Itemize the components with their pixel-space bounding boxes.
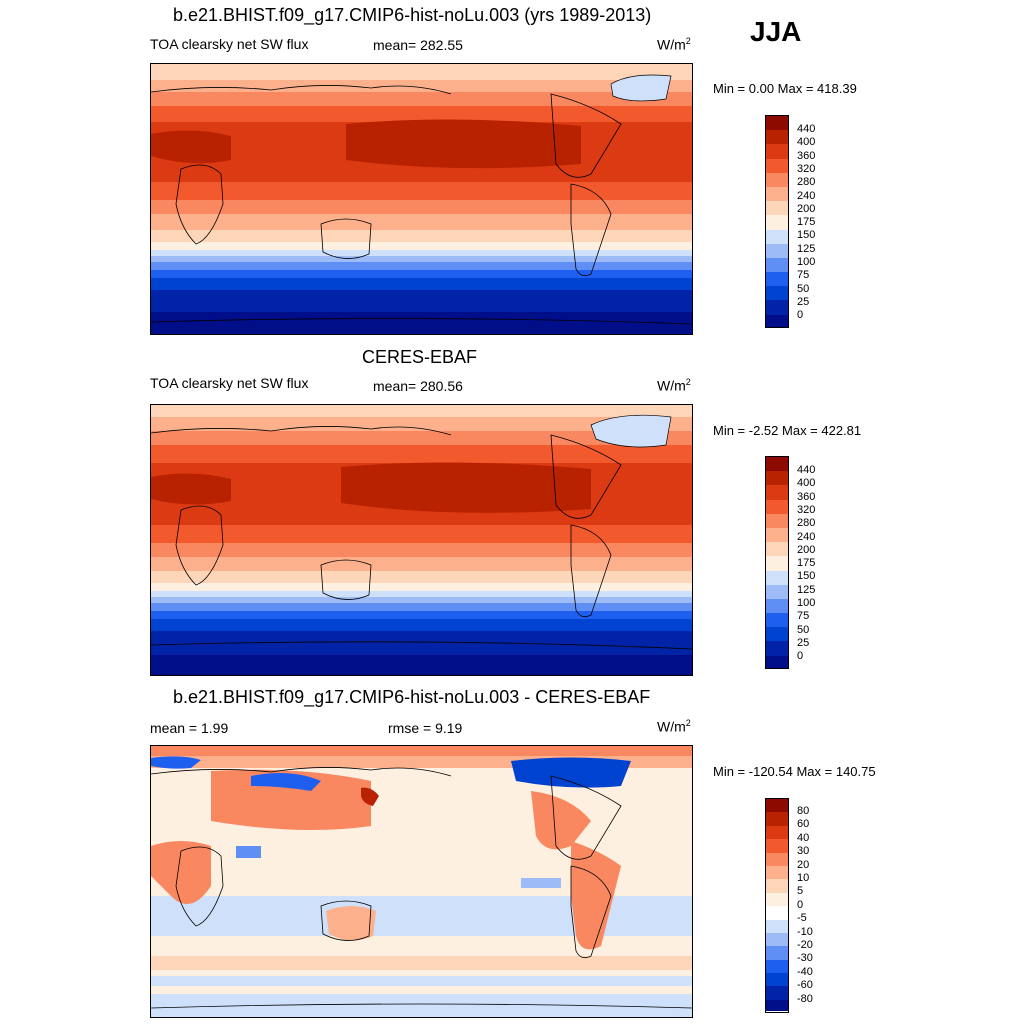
panel1-variable-label: TOA clearsky net SW flux — [150, 36, 309, 52]
panel3-tick: 10 — [797, 872, 810, 884]
panel3-tick: -40 — [797, 965, 813, 978]
panel2-tick: 125 — [797, 583, 816, 596]
panel2-units: W/m2 — [657, 377, 691, 394]
panel3-tick: -60 — [797, 979, 813, 992]
panel3-tick: -30 — [797, 952, 813, 965]
panel2-tick: 75 — [797, 610, 810, 623]
panel1-mean-label: mean= 282.55 — [373, 37, 463, 53]
panel2-tick: 440 — [797, 464, 816, 476]
panel1-tick: 200 — [797, 202, 816, 215]
panel1-tick: 320 — [797, 162, 816, 175]
panel1-tick: 400 — [797, 136, 816, 149]
panel2-tick: 100 — [797, 597, 816, 609]
panel2-tick: 200 — [797, 543, 816, 556]
panel3-colorbar — [765, 798, 789, 1013]
panel2-tick: 360 — [797, 490, 816, 503]
panel3-tick: 20 — [797, 858, 810, 871]
panel3-map-svg — [151, 746, 692, 1017]
panel2-map — [150, 404, 693, 676]
panel1-title: b.e21.BHIST.f09_g17.CMIP6-hist-noLu.003 … — [173, 5, 652, 25]
panel3-minmax: Min = -120.54 Max = 140.75 — [713, 764, 876, 779]
panel1-tick: 175 — [797, 216, 816, 229]
panel1-tick: 280 — [797, 176, 816, 189]
panel3-tick: 60 — [797, 818, 810, 831]
panel3-mean-label: mean = 1.99 — [150, 720, 229, 736]
panel1-minmax: Min = 0.00 Max = 418.39 — [713, 81, 857, 96]
panel1-tick: 125 — [797, 242, 816, 255]
panel3-tick: 0 — [797, 898, 804, 911]
panel2-tick: 400 — [797, 477, 816, 490]
panel1-map — [150, 63, 693, 335]
panel1-tick: 75 — [797, 269, 810, 282]
panel3-tick: -10 — [797, 925, 813, 938]
panel1-map-svg — [151, 64, 692, 334]
panel2-tick: 50 — [797, 623, 810, 636]
panel2-map-svg — [151, 405, 692, 675]
panel2-mean-label: mean= 280.56 — [373, 378, 463, 394]
panel1-units: W/m2 — [657, 36, 691, 53]
panel3-tick: 40 — [797, 831, 810, 844]
panel3-rmse-label: rmse = 9.19 — [388, 720, 463, 736]
panel1-tick: 360 — [797, 149, 816, 162]
panel3-tick: 5 — [797, 885, 804, 898]
panel1-tick: 440 — [797, 123, 816, 135]
panel2-tick: 280 — [797, 517, 816, 530]
panel3-title: b.e21.BHIST.f09_g17.CMIP6-hist-noLu.003 … — [173, 687, 651, 707]
panel3-tick: 30 — [797, 845, 810, 858]
panel1-tick: 150 — [797, 229, 816, 242]
panel3-tick: -20 — [797, 939, 813, 951]
panel1-colorbar — [765, 115, 789, 328]
panel3-tick: 80 — [797, 805, 810, 817]
panel1-tick: 0 — [797, 309, 804, 322]
panel3-units: W/m2 — [657, 718, 691, 735]
panel1-tick: 240 — [797, 189, 816, 202]
panel3-map — [150, 745, 693, 1018]
panel2-colorbar — [765, 456, 789, 669]
panel2-title: CERES-EBAF — [362, 347, 478, 367]
panel2-tick: 240 — [797, 530, 816, 543]
panel2-tick: 150 — [797, 570, 816, 583]
panel1-tick: 50 — [797, 282, 810, 295]
panel2-minmax: Min = -2.52 Max = 422.81 — [713, 423, 862, 438]
panel2-tick: 25 — [797, 636, 810, 649]
panel3-tick: -80 — [797, 992, 813, 1005]
season-label: JJA — [750, 16, 802, 47]
panel1-tick: 25 — [797, 295, 810, 308]
panel2-tick: 0 — [797, 650, 804, 663]
panel2-tick: 320 — [797, 503, 816, 516]
panel3-tick: -5 — [797, 912, 807, 925]
panel2-variable-label: TOA clearsky net SW flux — [150, 375, 309, 391]
panel1-tick: 100 — [797, 256, 816, 268]
panel2-tick: 175 — [797, 557, 816, 570]
